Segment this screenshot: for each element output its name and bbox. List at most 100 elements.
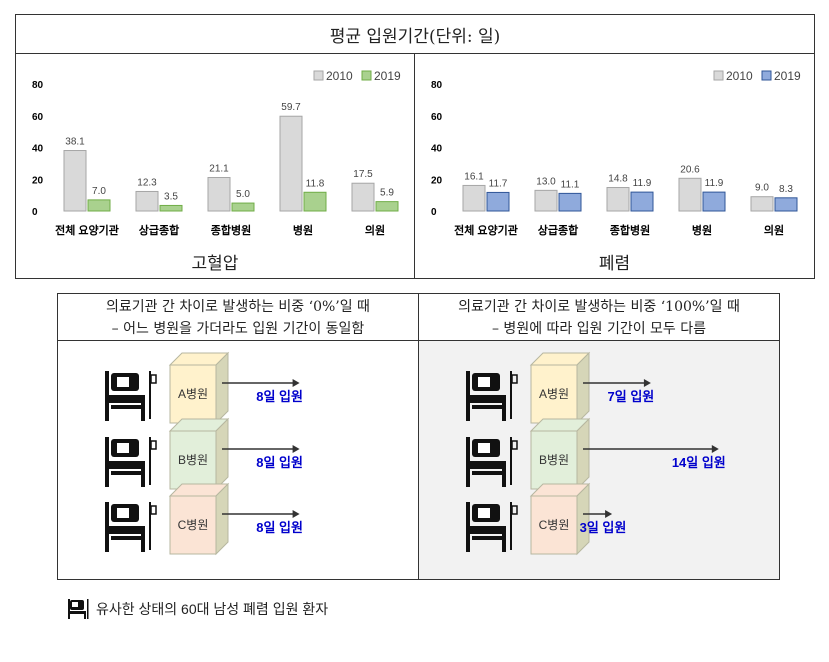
category-label: 의원 [365, 223, 385, 237]
iv-bag [511, 374, 518, 384]
stay-arrowhead [292, 445, 300, 453]
patient-face [115, 375, 131, 389]
data-label: 8.3 [779, 184, 793, 195]
bar-2010 [462, 184, 486, 212]
category-label: 병원 [293, 223, 313, 237]
category-label: 병원 [692, 223, 712, 237]
patient-face [115, 506, 131, 520]
legend-swatch-2019 [761, 70, 772, 81]
stay-arrowhead [292, 510, 300, 518]
data-label: 14.8 [608, 174, 628, 185]
data-label: 16.1 [464, 171, 484, 182]
bed-frame [111, 536, 141, 540]
bed-frame [472, 471, 502, 475]
y-tick-label: 40 [431, 144, 443, 155]
hospital-label: C병원 [178, 518, 209, 532]
stay-arrowhead [605, 510, 613, 518]
data-label: 59.7 [281, 102, 301, 113]
bed-mattress [109, 461, 145, 469]
hospital-box [530, 495, 578, 555]
data-label: 20.6 [680, 164, 700, 175]
bed-frame [111, 405, 141, 409]
bed-footboard [141, 526, 145, 552]
bar-2019 [486, 191, 510, 212]
patient-bed-icon [105, 371, 157, 421]
pneumonia-label: 폐렴 [598, 254, 631, 274]
bed-mattress [470, 395, 506, 403]
bar-2019 [774, 197, 798, 212]
stay-arrowhead [292, 379, 300, 387]
hospital-box [530, 430, 578, 490]
bar-2010 [678, 177, 702, 212]
bed-headboard [466, 437, 470, 487]
pneumonia-chart: 0 20 40 60 80 16.1 11.7 전체 요양기관 13.0 11.1 상급종합 14.8… [431, 69, 801, 237]
iv-pole [510, 437, 512, 485]
patient-face [476, 506, 492, 520]
stay-arrowhead [643, 379, 651, 387]
right-scenario-panel: A병원 7일 입원 B병원 14일 입원 C병원 3일 입원 [418, 340, 780, 580]
bar-2010 [750, 196, 774, 212]
data-label: 11.9 [705, 178, 724, 189]
patient-bed-icon [105, 437, 157, 487]
hypertension-chart: 0 20 40 60 80 38.1 7.0 전체 요양기관 12.3 3.5 상급종합 21.1 5.… [32, 69, 401, 237]
iv-pole [510, 502, 512, 550]
bed-headboard [466, 502, 470, 552]
bar-2010 [534, 189, 558, 212]
box-side [215, 482, 229, 556]
y-tick-label: 60 [431, 112, 443, 123]
data-label: 12.3 [137, 177, 157, 188]
data-label: 13.0 [536, 176, 556, 187]
bed-footboard [502, 526, 506, 552]
data-label: 11.7 [489, 178, 508, 189]
iv-bag [511, 440, 518, 450]
bed-mattress [470, 526, 506, 534]
bar-2019 [702, 191, 726, 212]
left-heading-line1: 의료기관 간 차이로 발생하는 비중 ‘0%’일 때 [106, 299, 370, 315]
category-label: 의원 [764, 223, 784, 237]
hospital-label: A병원 [539, 387, 569, 401]
patient-bed-icon [466, 371, 518, 421]
legend-label-2019: 2019 [774, 69, 801, 83]
bar-2019 [231, 202, 255, 212]
hospital-box [169, 430, 217, 490]
patient-face [476, 441, 492, 455]
left-scenario-panel: A병원 8일 입원 B병원 8일 입원 C병원 8일 입원 [57, 340, 419, 580]
hypertension-panel: 0 20 40 60 80 38.1 7.0 전체 요양기관 12.3 3.5 상급종합 21.1 5.… [15, 53, 415, 279]
bar-2010 [279, 115, 303, 212]
bed-footboard [141, 395, 145, 421]
bed-mattress [470, 461, 506, 469]
bar-2019 [630, 191, 654, 212]
title-text: 평균 입원기간(단위: 일) [329, 26, 501, 47]
iv-bag [150, 505, 157, 515]
hospital-label: C병원 [539, 518, 570, 532]
box-side [576, 482, 590, 556]
iv-bag [511, 505, 518, 515]
bed-headboard [105, 502, 109, 552]
y-tick-label: 20 [32, 175, 44, 186]
right-scenario-illustration: A병원 7일 입원 B병원 14일 입원 C병원 3일 입원 [466, 351, 726, 556]
hospital-label: A병원 [178, 387, 208, 401]
data-label: 5.0 [236, 189, 250, 200]
bed-frame [472, 536, 502, 540]
iv-bag [150, 440, 157, 450]
data-label: 11.1 [561, 179, 580, 190]
bar-2019 [558, 192, 582, 212]
data-label: 38.1 [65, 137, 85, 148]
box-side [215, 351, 229, 425]
bed-headboard [466, 371, 470, 421]
bar-2010 [606, 187, 630, 212]
bar-2010 [207, 177, 231, 212]
left-scenario-heading: 의료기관 간 차이로 발생하는 비중 ‘0%’일 때 – 어느 병원을 가더라도… [57, 293, 419, 341]
hypertension-label: 고혈압 [191, 254, 239, 274]
patient-face [476, 375, 492, 389]
hospital-box [169, 495, 217, 555]
bed-headboard [105, 437, 109, 487]
right-scenario-heading: 의료기관 간 차이로 발생하는 비중 ‘100%’일 때 – 병원에 따라 입원… [418, 293, 780, 341]
stay-arrowhead [711, 445, 719, 453]
legend-swatch-2010 [313, 70, 324, 81]
patient-bed-icon [466, 502, 518, 552]
right-heading-line1: 의료기관 간 차이로 발생하는 비중 ‘100%’일 때 [458, 299, 740, 315]
stay-label: 8일 입원 [256, 389, 303, 404]
iv-pole [149, 371, 151, 419]
page-title: 평균 입원기간(단위: 일) [15, 14, 815, 54]
